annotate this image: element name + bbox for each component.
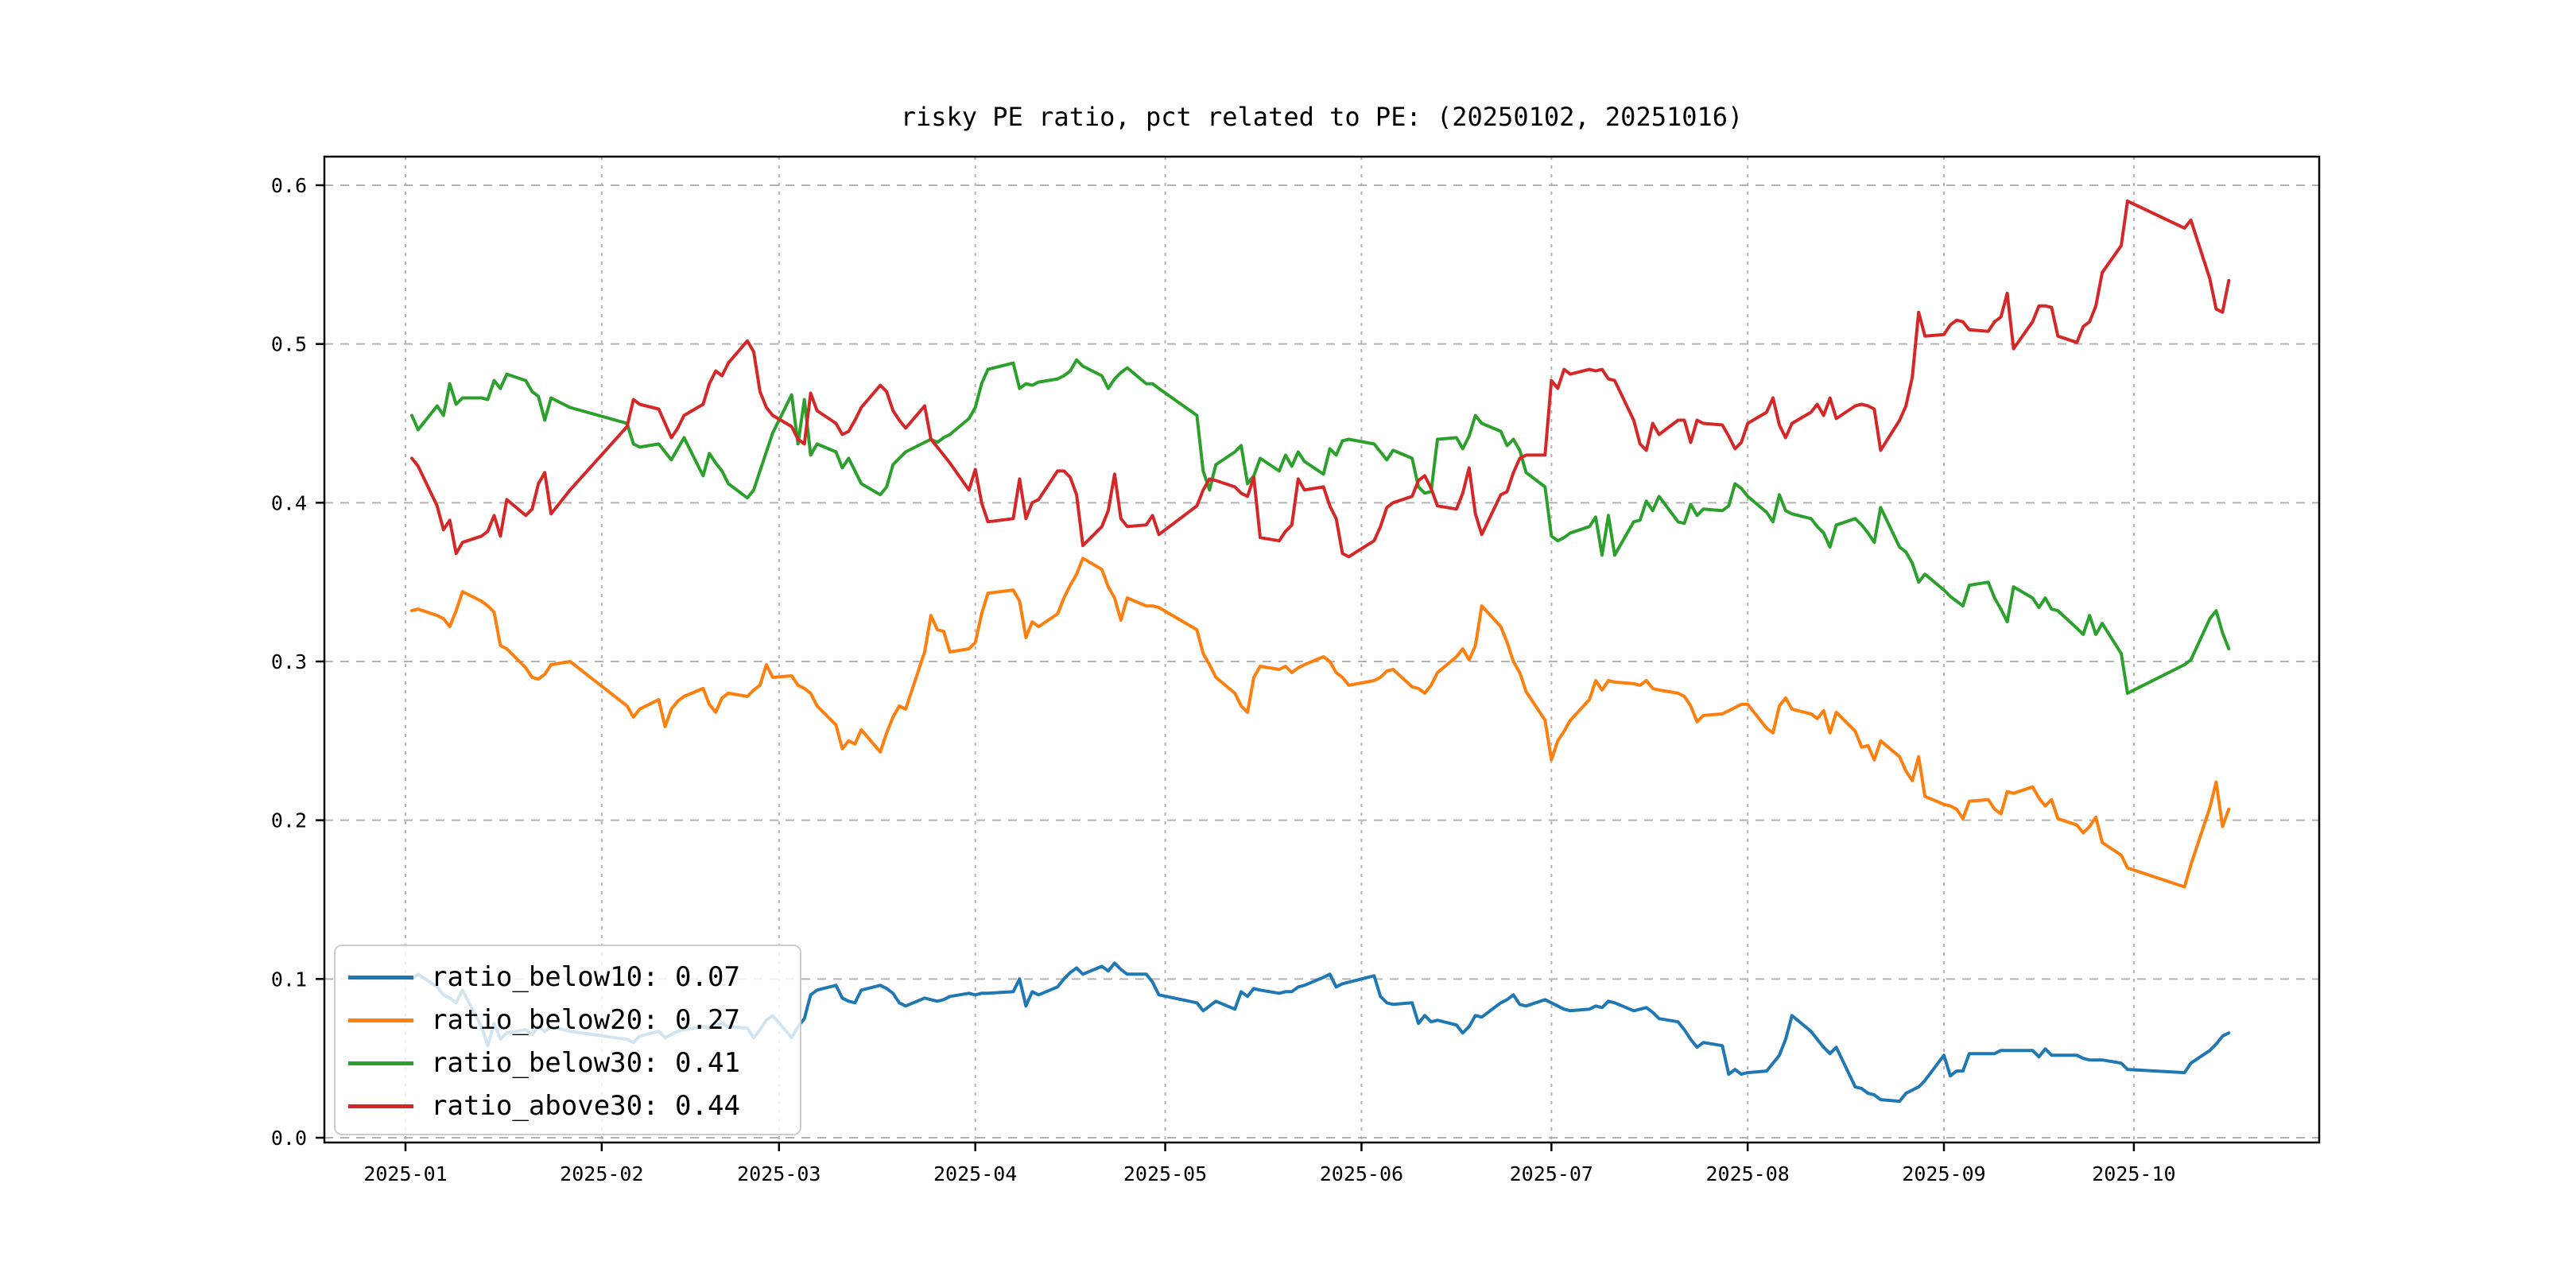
x-tick-label: 2025-06 [1320, 1162, 1403, 1185]
x-tick-label: 2025-09 [1902, 1162, 1985, 1185]
legend-entry: ratio_below10: 0.07 [348, 957, 784, 997]
legend-label: ratio_below20: 0.27 [431, 1004, 740, 1036]
x-tick-label: 2025-02 [560, 1162, 643, 1185]
legend-line-swatch [348, 1018, 413, 1022]
chart-title: risky PE ratio, pct related to PE: (2025… [900, 102, 1744, 132]
y-tick-label: 0.0 [271, 1127, 307, 1150]
series-line-ratio_below30 [410, 358, 2231, 695]
legend-entry: ratio_below20: 0.27 [348, 1000, 784, 1040]
legend-line-swatch [348, 975, 413, 980]
legend-entry: ratio_above30: 0.44 [348, 1086, 784, 1126]
y-tick-label: 0.5 [271, 333, 307, 356]
x-tick-label: 2025-08 [1705, 1162, 1789, 1185]
legend-entry: ratio_below30: 0.41 [348, 1043, 784, 1083]
x-tick-label: 2025-07 [1510, 1162, 1593, 1185]
chart-legend: ratio_below10: 0.07 ratio_below20: 0.27 ra… [334, 945, 801, 1135]
legend-label: ratio_above30: 0.44 [431, 1090, 740, 1122]
y-tick-label: 0.2 [271, 809, 307, 832]
legend-line-swatch [348, 1061, 413, 1065]
legend-label: ratio_below10: 0.07 [431, 961, 740, 993]
y-tick-label: 0.4 [271, 491, 307, 514]
series-line-ratio_below20 [410, 557, 2231, 889]
x-tick-label: 2025-10 [2092, 1162, 2175, 1185]
y-tick-label: 0.1 [271, 968, 307, 991]
legend-label: ratio_below30: 0.41 [431, 1047, 740, 1079]
series-line-ratio_above30 [410, 199, 2231, 559]
x-tick-label: 2025-01 [363, 1162, 447, 1185]
axes-spines [323, 155, 2321, 1144]
y-tick-label: 0.3 [271, 650, 307, 673]
y-tick-label: 0.6 [271, 174, 307, 197]
x-tick-label: 2025-03 [737, 1162, 821, 1185]
legend-line-swatch [348, 1104, 413, 1108]
x-tick-label: 2025-04 [933, 1162, 1017, 1185]
x-tick-label: 2025-05 [1123, 1162, 1207, 1185]
